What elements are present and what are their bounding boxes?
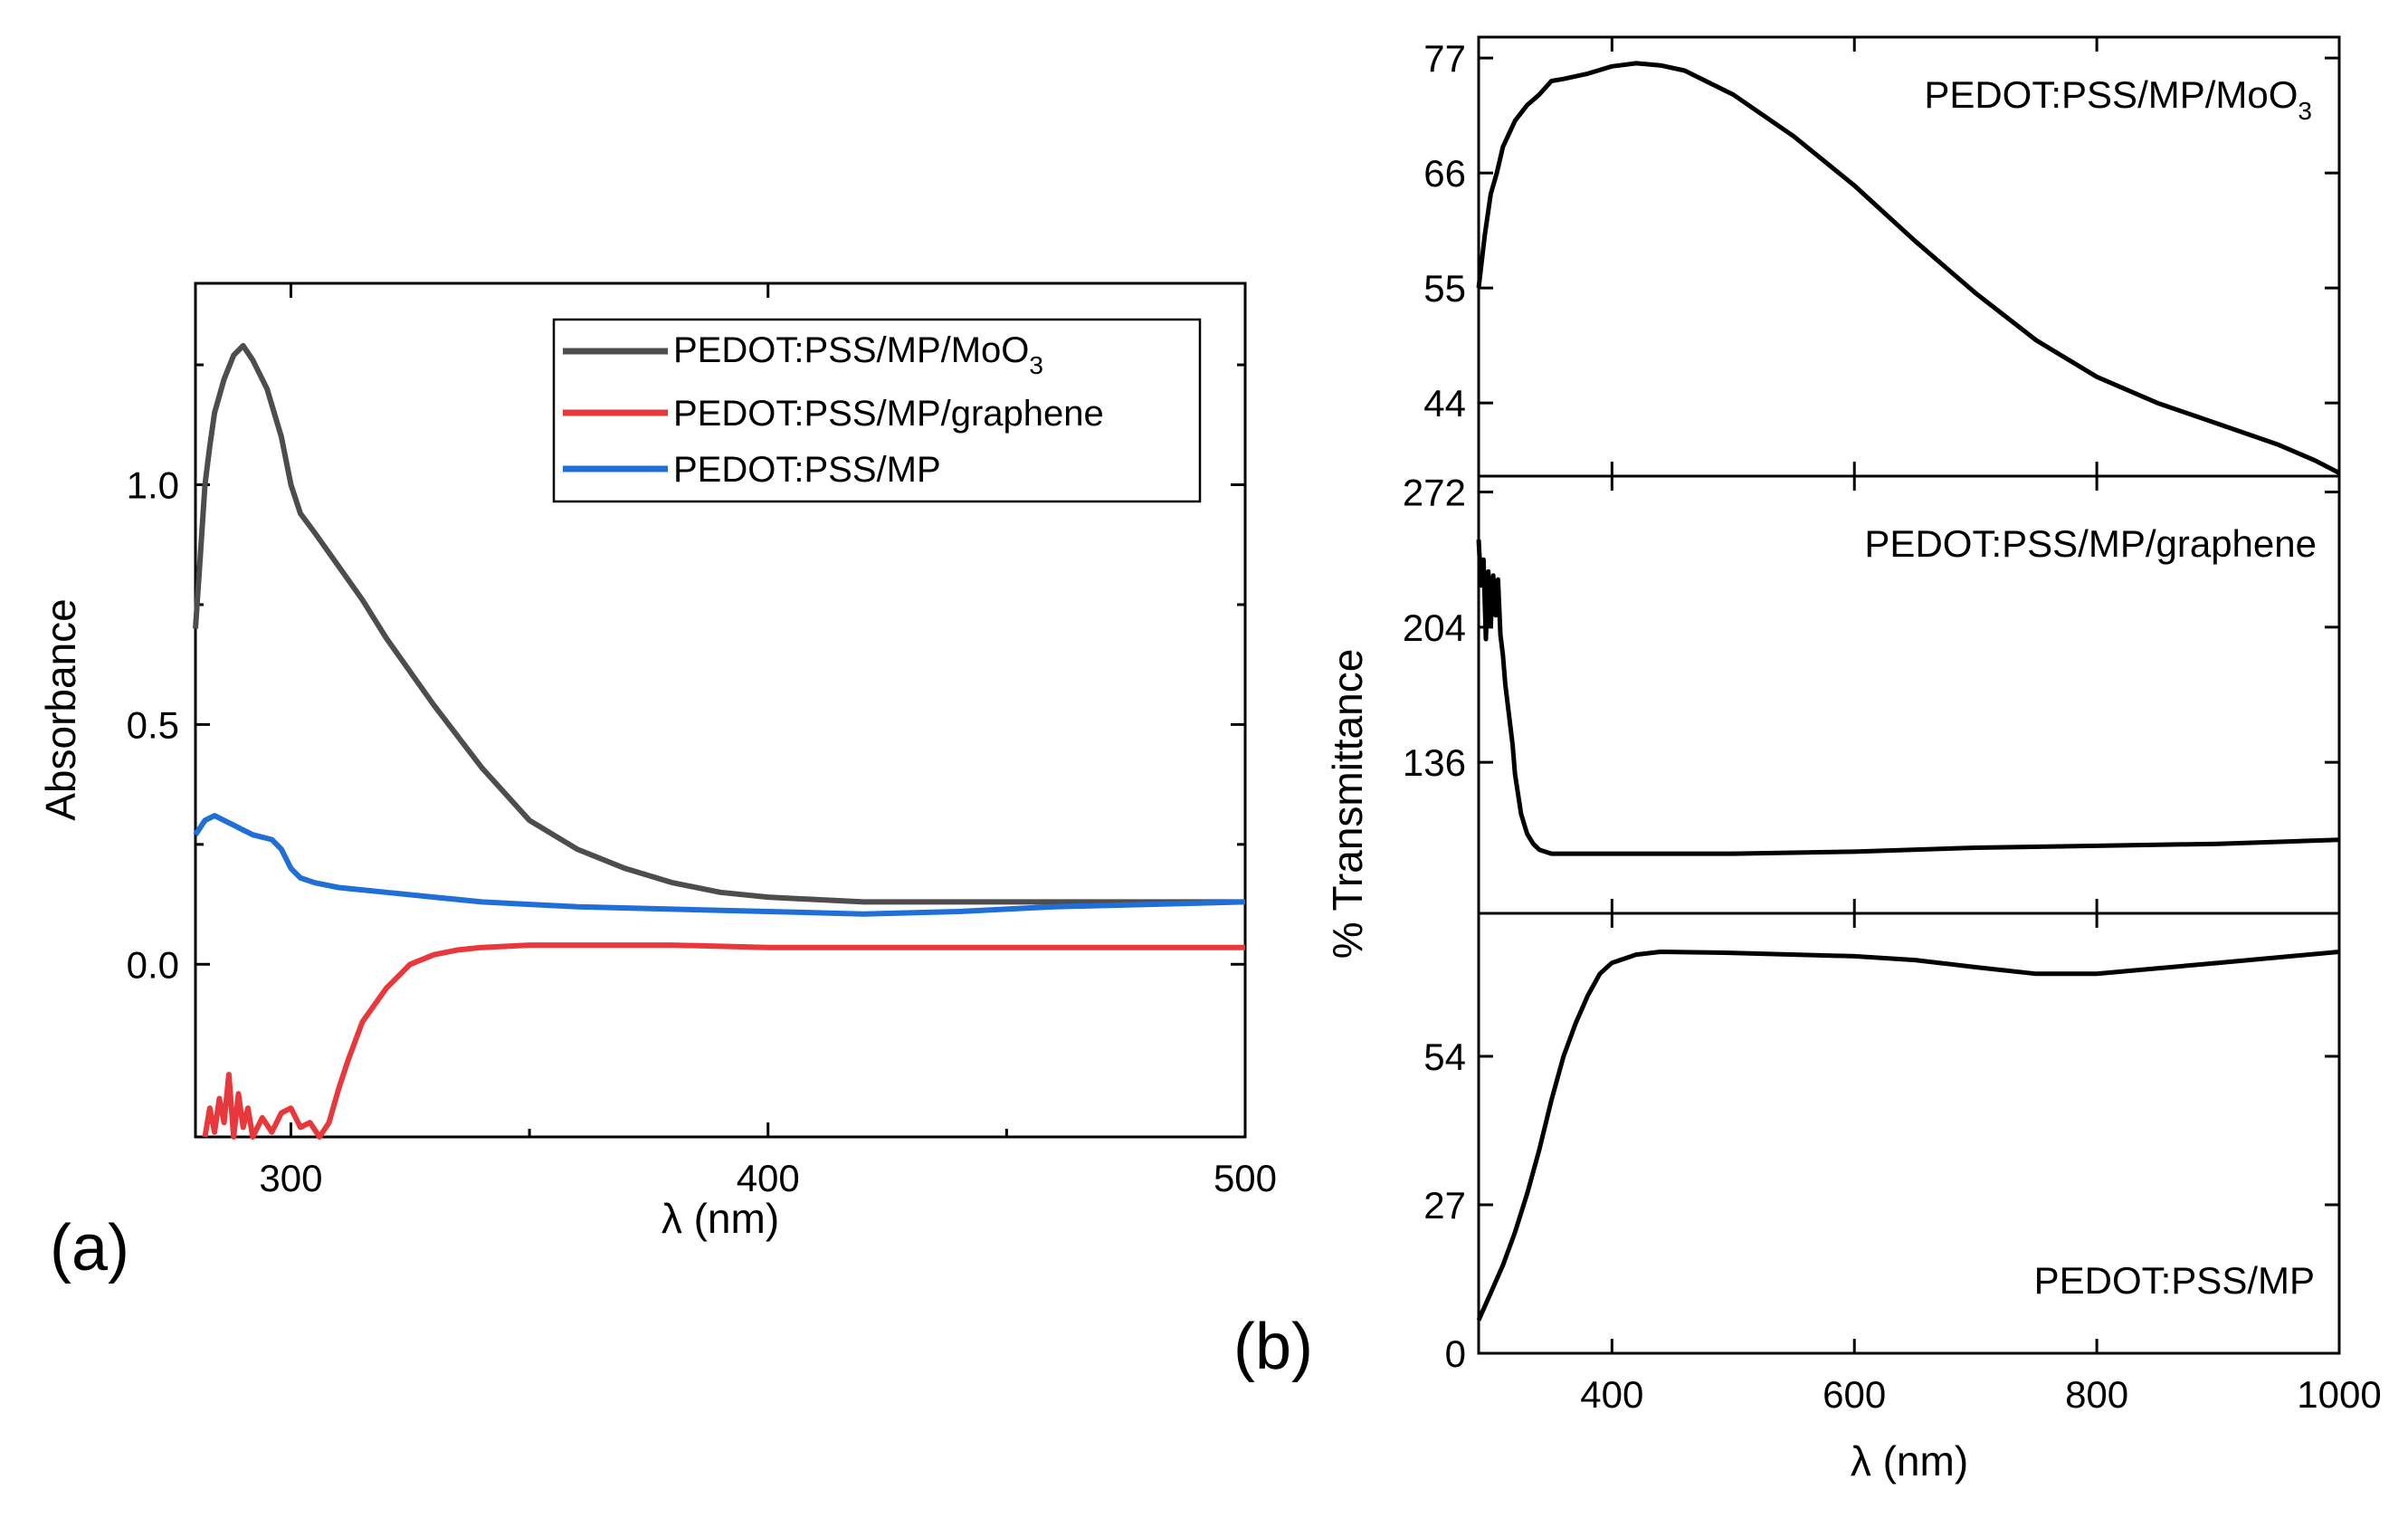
panel-b-y-tick-label: 136 bbox=[1403, 741, 1466, 784]
panel-b-y-tick-label: 77 bbox=[1423, 37, 1466, 80]
panel-b-y-axis-title: % Transmittance bbox=[1324, 649, 1371, 959]
panel-b-y-tick-label: 44 bbox=[1423, 382, 1466, 425]
panel-a-y-tick-label: 0.5 bbox=[127, 703, 179, 746]
panel-a-y-tick-label: 0.0 bbox=[127, 943, 179, 986]
panel-b-y-tick-label: 27 bbox=[1423, 1184, 1466, 1227]
panel-b-bottom-frame bbox=[1477, 912, 2341, 1355]
panel-a-x-tick-label: 300 bbox=[259, 1157, 322, 1199]
panel-b-x-tick-label: 800 bbox=[2065, 1373, 2128, 1416]
panel-b-y-tick-label: 272 bbox=[1403, 472, 1466, 514]
panel-b-y-tick-label: 66 bbox=[1423, 152, 1466, 195]
panel-b-bottom-label: PEDOT:PSS/MP bbox=[2034, 1259, 2315, 1302]
panel-b-top-label-main: PEDOT:PSS/MP/MoO bbox=[1924, 73, 2298, 116]
panel-a-letter: (a) bbox=[50, 1212, 129, 1284]
panel-a-x-axis-title: λ (nm) bbox=[661, 1195, 779, 1242]
panel-b-y-tick-label: 54 bbox=[1423, 1036, 1466, 1078]
panel-b-x-tick-label: 1000 bbox=[2297, 1373, 2381, 1416]
panel-a-series bbox=[193, 342, 1246, 1140]
panel-b-top-label-subscript: 3 bbox=[2298, 97, 2312, 125]
legend-label-moo3-main: PEDOT:PSS/MP/MoO bbox=[673, 330, 1029, 370]
series-line-pedot-pss-mp-graphene bbox=[1476, 539, 2340, 856]
panel-b-top-label: PEDOT:PSS/MP/MoO3 bbox=[1924, 73, 2312, 125]
series-line-pedot-pss-mp bbox=[193, 813, 1246, 917]
panel-b-transmittance-chart: 44 55 66 77 136 204 272 0 27 54 400 600 800 1000 PEDO… bbox=[1233, 35, 2382, 1485]
panel-a-y-axis-title: Absorbance bbox=[37, 598, 84, 821]
panel-b-y-tick-label: 204 bbox=[1403, 606, 1466, 649]
legend-label-moo3: PEDOT:PSS/MP/MoO3 bbox=[673, 330, 1043, 379]
panel-a-x-tick-label: 500 bbox=[1214, 1157, 1277, 1199]
panel-b-y-tick-label: 55 bbox=[1423, 267, 1466, 310]
series-line-pedot-pss-mp bbox=[1476, 950, 2340, 1322]
panel-a-absorbance-chart: 300 400 500 0.0 0.5 1.0 λ (nm) Absorbance (a)… bbox=[37, 282, 1277, 1284]
panel-b-middle-label: PEDOT:PSS/MP/graphene bbox=[1864, 522, 2317, 565]
panel-a-plot-frame bbox=[194, 282, 1247, 1139]
panel-a-legend: PEDOT:PSS/MP/MoO3 PEDOT:PSS/MP/graphene … bbox=[552, 318, 1202, 503]
panel-a-x-tick-label: 400 bbox=[737, 1157, 800, 1199]
panel-b-x-tick-label: 600 bbox=[1823, 1373, 1886, 1416]
legend-label-mp: PEDOT:PSS/MP bbox=[673, 450, 941, 490]
panel-a-y-tick-label: 1.0 bbox=[127, 464, 179, 507]
panel-b-x-axis-title: λ (nm) bbox=[1851, 1437, 1968, 1485]
panel-b-ticks: 44 55 66 77 136 204 272 0 27 54 400 600 800 1000 bbox=[1403, 37, 2382, 1416]
panel-a-ticks: 300 400 500 0.0 0.5 1.0 bbox=[127, 283, 1277, 1199]
panel-b-y-tick-label: 0 bbox=[1445, 1332, 1466, 1375]
panel-b-x-tick-label: 400 bbox=[1580, 1373, 1643, 1416]
series-line-pedot-pss-mp-graphene bbox=[202, 942, 1245, 1140]
series-line-pedot-pss-mp-moo3 bbox=[1476, 61, 2341, 475]
panel-b-letter: (b) bbox=[1233, 1311, 1313, 1383]
panel-b-series bbox=[1476, 61, 2341, 1322]
legend-label-moo3-subscript: 3 bbox=[1029, 351, 1043, 379]
legend-label-graphene: PEDOT:PSS/MP/graphene bbox=[673, 394, 1104, 434]
series-line-pedot-pss-mp-moo3 bbox=[193, 342, 1245, 905]
